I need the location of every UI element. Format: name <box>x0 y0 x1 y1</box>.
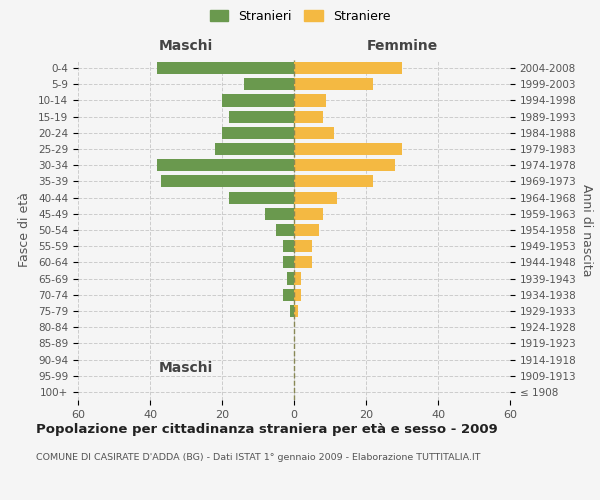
Bar <box>157 62 294 74</box>
Bar <box>294 159 395 172</box>
Bar <box>294 94 326 106</box>
Bar <box>294 192 337 203</box>
Text: Popolazione per cittadinanza straniera per età e sesso - 2009: Popolazione per cittadinanza straniera p… <box>36 422 498 436</box>
Bar <box>283 240 294 252</box>
Y-axis label: Fasce di età: Fasce di età <box>18 192 31 268</box>
Bar <box>215 143 294 155</box>
Bar <box>294 256 312 268</box>
Text: Maschi: Maschi <box>159 38 213 52</box>
Text: Femmine: Femmine <box>367 38 437 52</box>
Bar <box>229 192 294 203</box>
Bar <box>157 159 294 172</box>
Text: COMUNE DI CASIRATE D'ADDA (BG) - Dati ISTAT 1° gennaio 2009 - Elaborazione TUTTI: COMUNE DI CASIRATE D'ADDA (BG) - Dati IS… <box>36 452 481 462</box>
Bar <box>294 288 301 301</box>
Bar <box>244 78 294 90</box>
Bar <box>283 288 294 301</box>
Bar <box>294 305 298 317</box>
Bar <box>294 208 323 220</box>
Bar <box>276 224 294 236</box>
Bar <box>287 272 294 284</box>
Bar <box>265 208 294 220</box>
Bar <box>290 305 294 317</box>
Bar <box>229 110 294 122</box>
Y-axis label: Anni di nascita: Anni di nascita <box>580 184 593 276</box>
Bar <box>294 127 334 139</box>
Bar <box>294 78 373 90</box>
Bar <box>294 176 373 188</box>
Bar <box>294 110 323 122</box>
Bar <box>283 256 294 268</box>
Bar <box>294 143 402 155</box>
Text: Maschi: Maschi <box>159 361 213 375</box>
Bar <box>294 240 312 252</box>
Bar <box>294 272 301 284</box>
Bar <box>294 224 319 236</box>
Legend: Stranieri, Straniere: Stranieri, Straniere <box>206 6 394 26</box>
Bar <box>222 94 294 106</box>
Bar <box>294 62 402 74</box>
Bar <box>161 176 294 188</box>
Bar <box>222 127 294 139</box>
